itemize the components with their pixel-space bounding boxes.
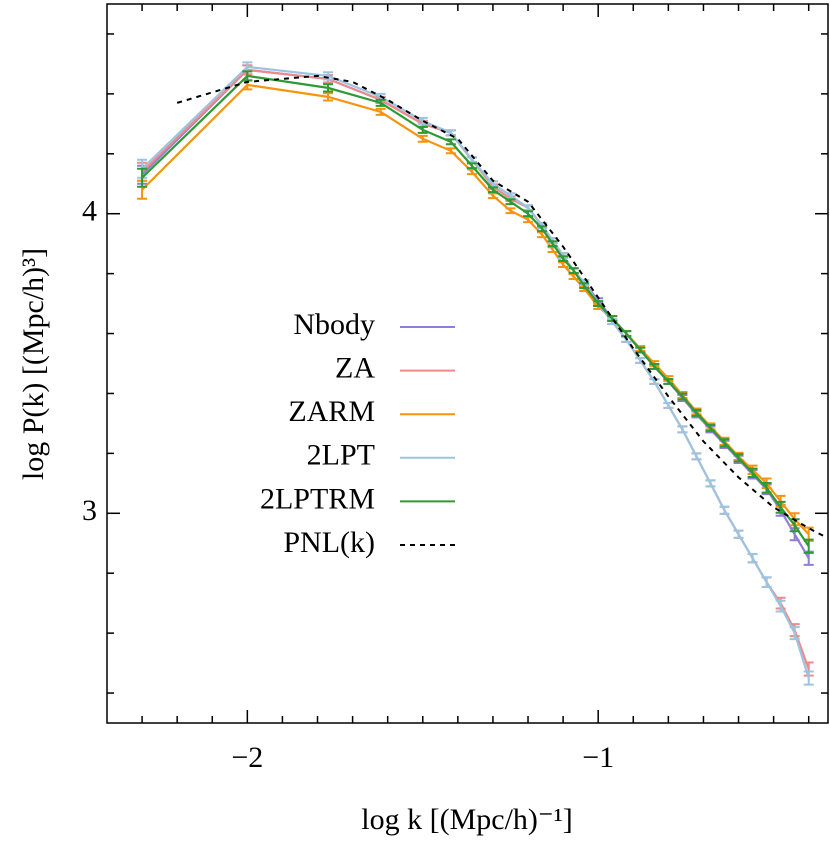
legend-label: 2LPTRM xyxy=(260,482,375,515)
error-bar xyxy=(705,479,716,488)
legend-label: ZA xyxy=(335,351,375,384)
error-bar xyxy=(775,500,786,514)
plot-frame xyxy=(106,3,829,724)
error-bar xyxy=(621,330,632,337)
error-bar xyxy=(537,225,548,233)
error-bar xyxy=(733,453,744,463)
error-bar xyxy=(733,529,744,539)
error-bar xyxy=(663,402,674,409)
error-bar xyxy=(649,378,660,385)
x-axis-label: log k [(Mpc/h)⁻¹] xyxy=(361,803,572,836)
error-bar xyxy=(417,116,428,125)
error-bar xyxy=(705,423,716,432)
error-bar xyxy=(417,125,428,134)
error-bar xyxy=(677,425,688,434)
error-bar xyxy=(505,207,516,215)
error-bar xyxy=(505,198,516,206)
error-bar xyxy=(547,240,558,248)
series-line xyxy=(141,65,810,679)
error-bar xyxy=(568,267,579,275)
y-axis-label: log P(k) [(Mpc/h)³] xyxy=(17,248,50,480)
series-line xyxy=(141,68,810,559)
error-bar xyxy=(719,505,730,515)
error-bar xyxy=(323,83,334,93)
error-bar xyxy=(747,467,758,479)
error-bar xyxy=(803,538,814,554)
error-bar xyxy=(663,378,674,385)
error-bar xyxy=(593,300,604,307)
y-tick-label: 3 xyxy=(82,494,97,527)
error-bar xyxy=(649,363,660,370)
series-line xyxy=(141,68,810,670)
error-bar xyxy=(466,162,477,170)
error-bar xyxy=(137,167,148,188)
error-bar xyxy=(607,315,618,322)
error-bar xyxy=(323,92,334,102)
legend-label: 2LPT xyxy=(307,439,375,472)
error-bar xyxy=(417,134,428,143)
error-bar xyxy=(719,438,730,448)
legend-label: PNL(k) xyxy=(283,526,375,559)
error-bar xyxy=(803,670,814,686)
dashed-line xyxy=(176,74,827,539)
error-bar xyxy=(445,138,456,146)
error-bar xyxy=(579,282,590,290)
x-tick-label: −2 xyxy=(231,741,263,774)
error-bar xyxy=(747,553,758,564)
legend-label: Nbody xyxy=(293,308,375,341)
error-bar xyxy=(558,255,569,263)
series-line xyxy=(141,83,810,536)
error-bar xyxy=(242,70,253,82)
error-bar xyxy=(789,626,800,641)
y-tick-label: 4 xyxy=(82,195,97,228)
error-bar xyxy=(691,452,702,461)
error-bar xyxy=(677,392,688,401)
error-bar xyxy=(523,210,534,218)
error-bar xyxy=(761,482,772,494)
error-bar xyxy=(487,192,498,200)
x-tick-label: −1 xyxy=(582,741,614,774)
error-bar xyxy=(761,576,772,588)
error-bar xyxy=(375,98,386,107)
error-bar xyxy=(487,186,498,194)
error-bar xyxy=(775,599,786,613)
error-bar xyxy=(691,408,702,417)
error-bar xyxy=(445,147,456,155)
error-bar xyxy=(375,107,386,116)
legend-label: ZARM xyxy=(288,395,375,428)
series-line xyxy=(141,74,810,547)
